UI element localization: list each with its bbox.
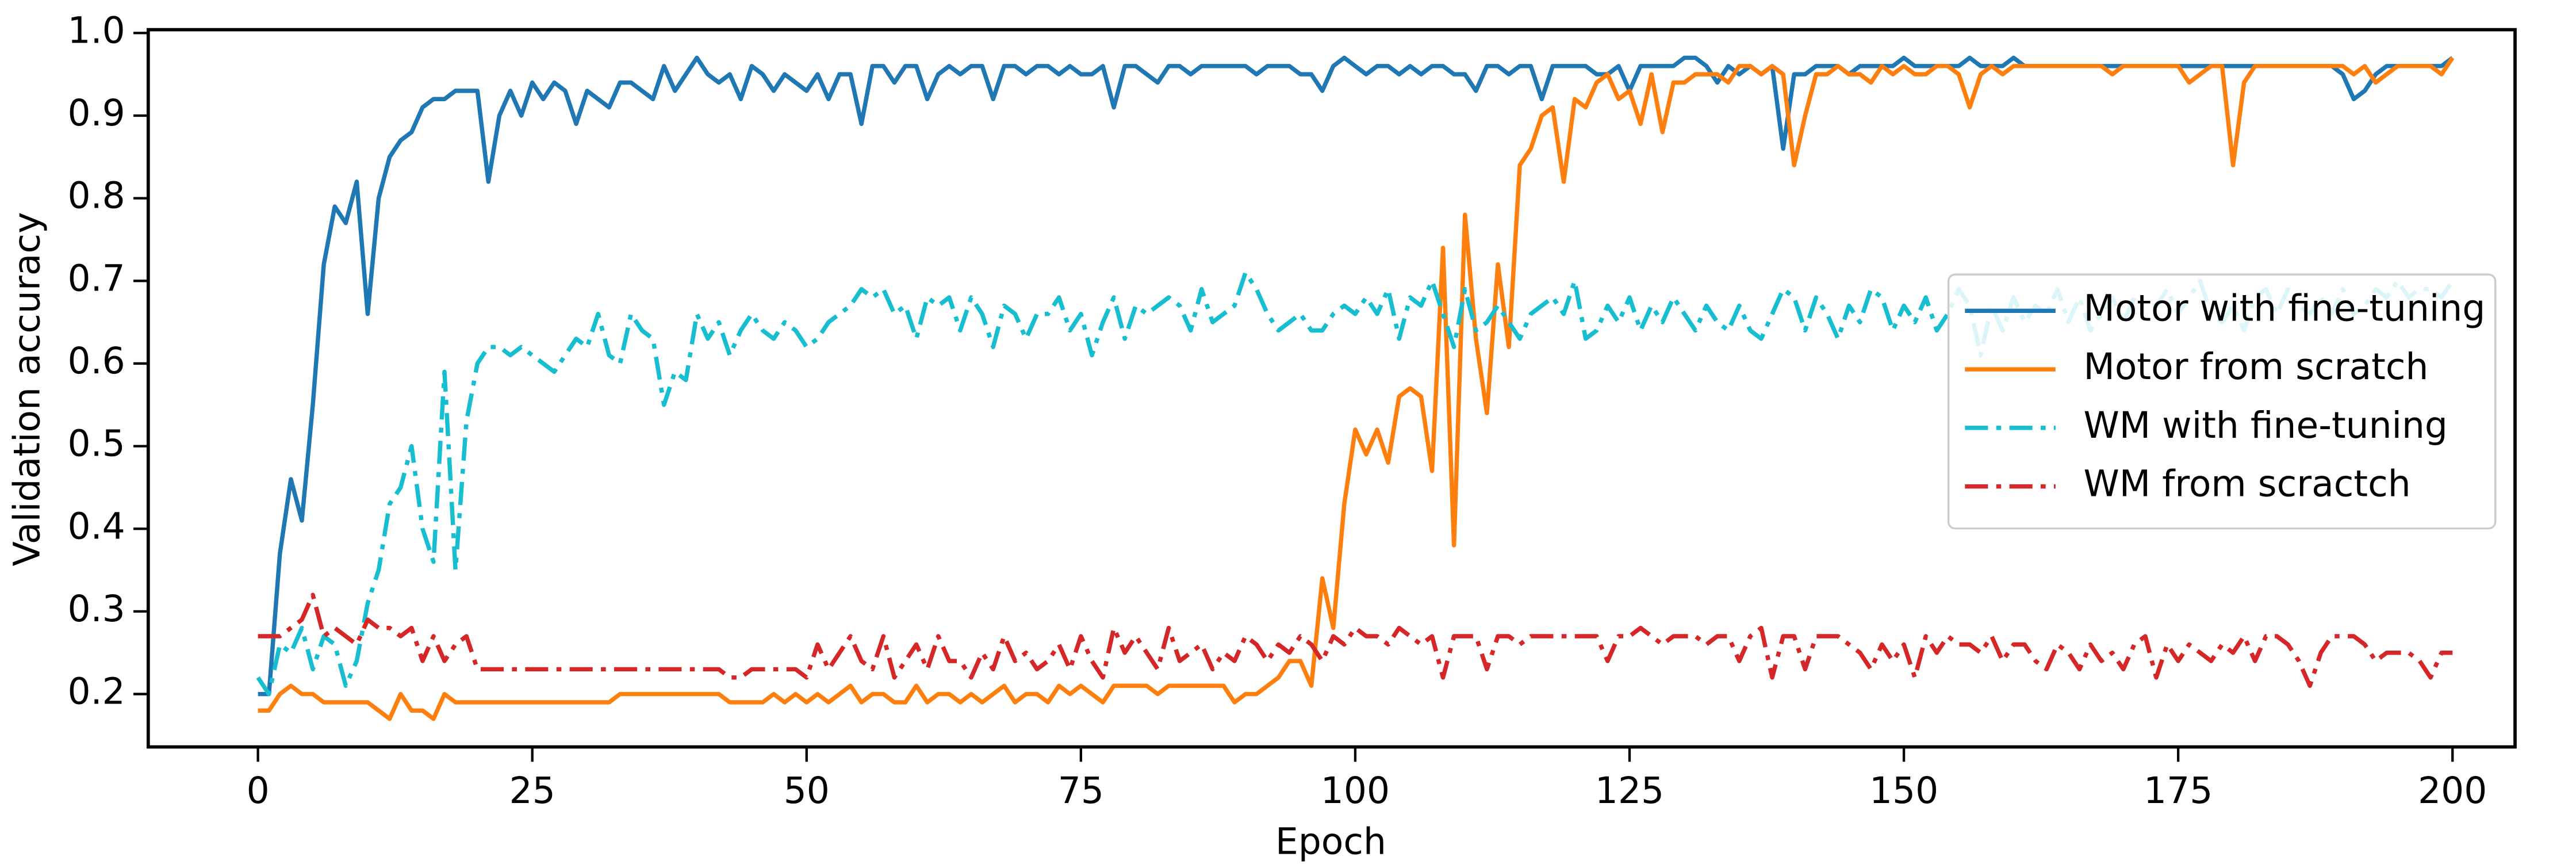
y-tick-label: 0.3 [68, 587, 125, 630]
y-tick-label: 0.8 [68, 174, 125, 217]
x-tick-label: 200 [2418, 769, 2487, 812]
x-tick-label: 150 [1869, 769, 1938, 812]
legend-label: WM from scractch [2084, 462, 2411, 505]
series-line [258, 56, 2455, 721]
x-tick-label: 25 [509, 769, 555, 812]
legend-label: Motor with fine-tuning [2084, 286, 2486, 329]
y-tick-label: 0.9 [68, 91, 125, 134]
legend-label: WM with fine-tuning [2084, 404, 2448, 446]
x-tick-label: 100 [1321, 769, 1390, 812]
x-axis-label: Epoch [1275, 820, 1386, 863]
y-tick-label: 0.2 [68, 670, 125, 713]
y-tick-label: 1.0 [68, 9, 125, 51]
y-tick-label: 0.5 [68, 422, 125, 465]
y-tick-label: 0.7 [68, 257, 125, 299]
series-line [258, 592, 2453, 688]
plot-frame [146, 28, 2517, 749]
y-tick-label: 0.6 [68, 339, 125, 382]
y-tick-label: 0.4 [68, 504, 125, 547]
x-tick-label: 0 [247, 769, 270, 812]
y-axis-label: Validation accuracy [6, 212, 48, 567]
x-tick-label: 75 [1058, 769, 1104, 812]
x-tick-label: 125 [1595, 769, 1664, 812]
legend-box [1947, 273, 2497, 530]
x-tick-label: 50 [784, 769, 830, 812]
x-tick-label: 175 [2144, 769, 2213, 812]
legend-label: Motor from scratch [2084, 345, 2429, 388]
